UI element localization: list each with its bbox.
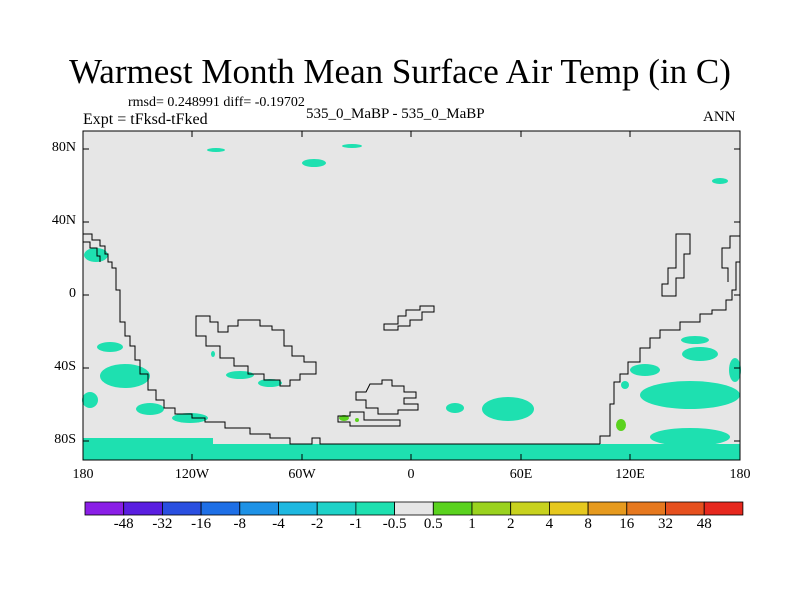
colorbar-label: 48 <box>696 516 712 532</box>
lat-tick-label: 80N <box>51 140 76 155</box>
colorbar-box <box>278 501 318 516</box>
colorbar-box <box>355 501 395 516</box>
lat-tick-label: 80S <box>54 432 76 447</box>
colorbar-label: 2 <box>506 516 515 532</box>
coastlines <box>83 233 740 445</box>
lon-tick-label: 60W <box>288 467 316 482</box>
lon-tick-label: 0 <box>407 467 415 482</box>
colorbar-label: -8 <box>233 516 247 532</box>
lat-tick-label: 0 <box>69 286 76 301</box>
colorbar-label: -48 <box>113 516 134 532</box>
colorbar-label: -16 <box>191 516 212 532</box>
colorbar-box <box>471 501 512 516</box>
colorbar-box <box>626 501 666 516</box>
experiment-label: Expt = tFksd-tFked <box>83 111 208 128</box>
map-background <box>83 131 740 460</box>
colorbar-box <box>665 501 705 516</box>
colorbar-label: -0.5 <box>382 516 407 532</box>
tick-marks <box>83 131 740 460</box>
colorbar-box <box>316 501 357 516</box>
coastline-north-island <box>383 305 435 331</box>
colorbar-box <box>549 501 589 516</box>
coastline-south-small <box>337 411 401 427</box>
lon-tick-label: 120E <box>615 467 645 482</box>
colorbar-label: 1 <box>468 516 476 532</box>
colorbar-label: 32 <box>658 516 673 532</box>
colorbar-box <box>239 501 279 516</box>
colorbar-label: 16 <box>619 516 635 532</box>
colorbar-box <box>200 501 241 516</box>
lon-tick-label: 120W <box>174 467 210 482</box>
colorbar-label: -4 <box>272 516 285 532</box>
colorbar-box <box>510 501 550 516</box>
comparison-label: 535_0_MaBP - 535_0_MaBP <box>306 106 485 122</box>
colorbar-label: 0.5 <box>423 516 443 532</box>
plot-title: Warmest Month Mean Surface Air Temp (in … <box>69 52 731 91</box>
lon-tick-label: 180 <box>72 467 94 482</box>
colorbar-box <box>432 501 473 516</box>
stats-text: rmsd= 0.248991 diff= -0.19702 <box>128 95 305 110</box>
coastline-east-edge <box>721 235 740 282</box>
colorbar <box>84 501 744 516</box>
cooling-patches <box>82 144 741 460</box>
colorbar-box <box>394 501 434 516</box>
colorbar-label: 4 <box>545 516 554 532</box>
period-label: ANN <box>703 109 736 125</box>
coastline-south-islands <box>355 379 419 415</box>
coastline-western-continent <box>83 233 600 445</box>
colorbar-label: -2 <box>310 516 324 532</box>
coastline-central-island <box>195 315 317 387</box>
lon-tick-label: 60E <box>509 467 533 482</box>
coastline-east-peninsula <box>661 233 691 297</box>
colorbar-box <box>84 501 125 516</box>
colorbar-label: -32 <box>152 516 173 532</box>
colorbar-box <box>161 501 202 516</box>
colorbar-box <box>703 501 744 516</box>
coastline-western-inner <box>83 241 101 262</box>
anomaly-patches <box>82 144 741 460</box>
colorbar-label: -1 <box>349 516 363 532</box>
colorbar-label: 8 <box>584 516 592 532</box>
lat-tick-label: 40N <box>51 213 76 228</box>
lon-tick-label: 180 <box>729 467 751 482</box>
coastline-eastern-continent <box>599 261 740 444</box>
colorbar-box <box>123 501 163 516</box>
lat-tick-label: 40S <box>54 359 76 374</box>
colorbar-box <box>587 501 628 516</box>
